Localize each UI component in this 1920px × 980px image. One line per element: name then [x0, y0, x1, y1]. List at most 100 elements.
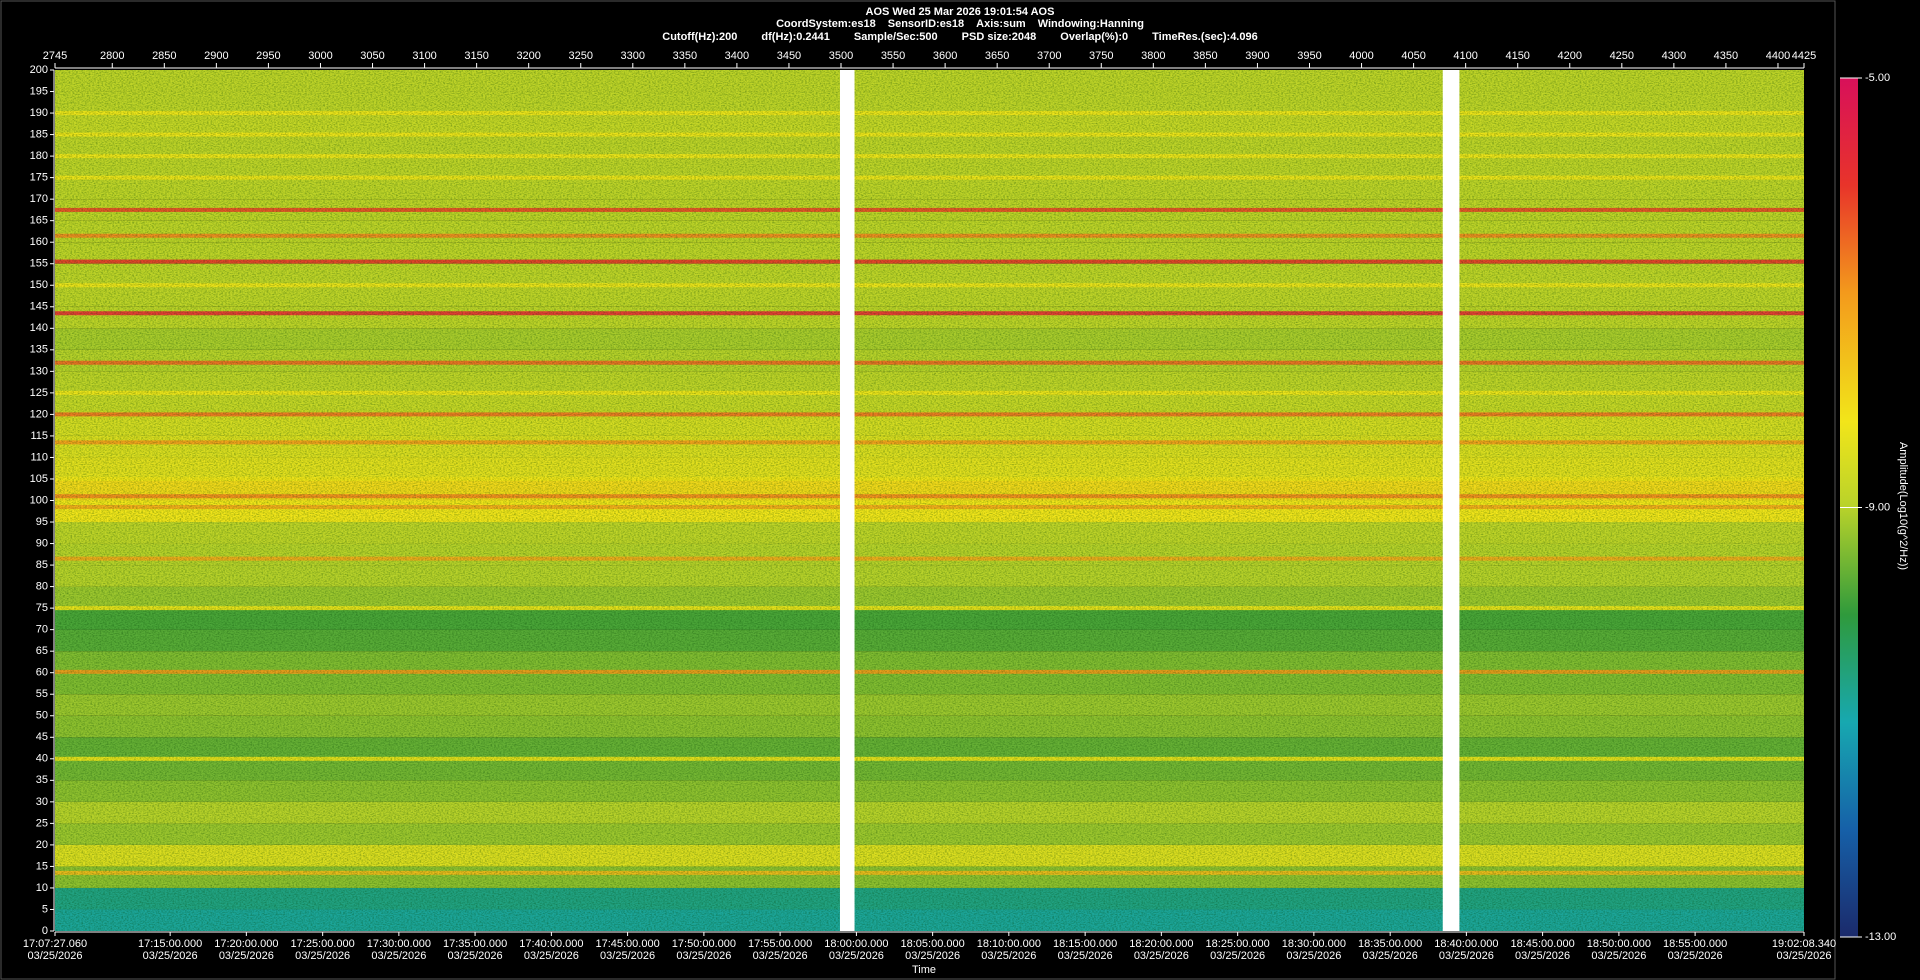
- x-tick-label: 2950: [256, 50, 280, 62]
- date-label: 03/25/2026: [753, 950, 808, 962]
- date-label: 03/25/2026: [524, 950, 579, 962]
- y-tick-label: 25: [36, 817, 48, 829]
- x-tick-label: 4000: [1349, 50, 1373, 62]
- y-tick-label: 0: [42, 925, 48, 937]
- x-tick-label: 3050: [360, 50, 384, 62]
- time-tick-label: 19:02:08.340: [1772, 938, 1836, 950]
- y-tick-label: 145: [30, 301, 48, 313]
- y-tick-label: 135: [30, 344, 48, 356]
- y-tick-label: 130: [30, 365, 48, 377]
- x-tick-label: 3100: [412, 50, 436, 62]
- x-tick-label: 3700: [1037, 50, 1061, 62]
- x-tick-label: 3450: [777, 50, 801, 62]
- x-tick-label: 3600: [933, 50, 957, 62]
- colorbar-tick-label: -5.00: [1865, 72, 1890, 84]
- header-item: Axis:sum: [976, 18, 1026, 30]
- time-tick-label: 18:45:00.000: [1510, 938, 1574, 950]
- time-tick-label: 18:30:00.000: [1282, 938, 1346, 950]
- x-tick-label: 3500: [829, 50, 853, 62]
- date-label: 03/25/2026: [295, 950, 350, 962]
- title: AOS Wed 25 Mar 2026 19:01:54 AOS: [866, 6, 1055, 18]
- y-tick-label: 180: [30, 150, 48, 162]
- x-tick-label: 4100: [1453, 50, 1477, 62]
- y-tick-label: 155: [30, 258, 48, 270]
- y-tick-label: 170: [30, 193, 48, 205]
- date-label: 03/25/2026: [905, 950, 960, 962]
- time-tick-label: 18:35:00.000: [1358, 938, 1422, 950]
- x-tick-label: 2800: [100, 50, 124, 62]
- y-tick-label: 30: [36, 796, 48, 808]
- time-tick-label: 17:55:00.000: [748, 938, 812, 950]
- y-tick-label: 105: [30, 473, 48, 485]
- date-label: 03/25/2026: [1776, 950, 1831, 962]
- x-tick-label: 4150: [1505, 50, 1529, 62]
- time-tick-label: 17:45:00.000: [595, 938, 659, 950]
- y-tick-label: 15: [36, 860, 48, 872]
- y-tick-label: 160: [30, 236, 48, 248]
- time-tick-label: 17:15:00.000: [138, 938, 202, 950]
- header-item: TimeRes.(sec):4.096: [1152, 31, 1258, 43]
- header-item: Overlap(%):0: [1060, 31, 1128, 43]
- x-tick-label: 3950: [1297, 50, 1321, 62]
- y-tick-label: 190: [30, 107, 48, 119]
- data-gap: [1442, 70, 1460, 931]
- date-label: 03/25/2026: [1210, 950, 1265, 962]
- x-tick-label: 2900: [204, 50, 228, 62]
- y-tick-label: 100: [30, 494, 48, 506]
- frame: [0, 0, 1836, 980]
- time-tick-label: 18:05:00.000: [901, 938, 965, 950]
- x-tick-label: 3250: [568, 50, 592, 62]
- x-tick-label: 4050: [1401, 50, 1425, 62]
- date-label: 03/25/2026: [371, 950, 426, 962]
- x-tick-label: 4250: [1610, 50, 1634, 62]
- x-tick-label: 4400: [1766, 50, 1790, 62]
- y-tick-label: 40: [36, 753, 48, 765]
- y-tick-label: 120: [30, 408, 48, 420]
- date-label: 03/25/2026: [981, 950, 1036, 962]
- time-tick-label: 18:20:00.000: [1129, 938, 1193, 950]
- date-label: 03/25/2026: [676, 950, 731, 962]
- date-label: 03/25/2026: [1515, 950, 1570, 962]
- time-tick-label: 18:10:00.000: [977, 938, 1041, 950]
- time-tick-label: 18:55:00.000: [1663, 938, 1727, 950]
- date-label: 03/25/2026: [829, 950, 884, 962]
- colorbar-tick-label: -13.00: [1865, 931, 1896, 943]
- x-tick-label: 4425: [1792, 50, 1816, 62]
- y-tick-label: 195: [30, 85, 48, 97]
- date-label: 03/25/2026: [1439, 950, 1494, 962]
- x-axis-label: Time: [912, 964, 936, 976]
- x-tick-label: 3650: [985, 50, 1009, 62]
- time-tick-label: 17:35:00.000: [443, 938, 507, 950]
- x-tick-label: 3900: [1245, 50, 1269, 62]
- time-tick-label: 17:50:00.000: [672, 938, 736, 950]
- date-label: 03/25/2026: [219, 950, 274, 962]
- colorbar-label: Amplitude(Log10(g^2/Hz)): [1897, 442, 1909, 570]
- date-label: 03/25/2026: [1363, 950, 1418, 962]
- header-item: df(Hz):0.2441: [761, 31, 829, 43]
- noise-texture: [55, 70, 1804, 931]
- time-tick-label: 17:20:00.000: [214, 938, 278, 950]
- date-label: 03/25/2026: [448, 950, 503, 962]
- x-tick-label: 3400: [725, 50, 749, 62]
- x-tick-label: 3750: [1089, 50, 1113, 62]
- date-label: 03/25/2026: [1134, 950, 1189, 962]
- y-tick-label: 150: [30, 279, 48, 291]
- x-tick-label: 3550: [881, 50, 905, 62]
- x-tick-label: 3000: [308, 50, 332, 62]
- x-tick-label: 3300: [621, 50, 645, 62]
- date-label: 03/25/2026: [27, 950, 82, 962]
- y-tick-label: 75: [36, 602, 48, 614]
- y-tick-label: 125: [30, 387, 48, 399]
- time-tick-label: 18:25:00.000: [1206, 938, 1270, 950]
- time-tick-label: 17:40:00.000: [519, 938, 583, 950]
- header-line: Cutoff(Hz):200 df(Hz):0.2441 Sample/Sec:50…: [662, 31, 1257, 43]
- x-tick-label: 3200: [516, 50, 540, 62]
- date-label: 03/25/2026: [1668, 950, 1723, 962]
- header-item: SensorID:es18: [888, 18, 964, 30]
- x-tick-label: 3800: [1141, 50, 1165, 62]
- x-tick-label: 4200: [1558, 50, 1582, 62]
- y-tick-label: 55: [36, 688, 48, 700]
- header-item: Sample/Sec:500: [854, 31, 938, 43]
